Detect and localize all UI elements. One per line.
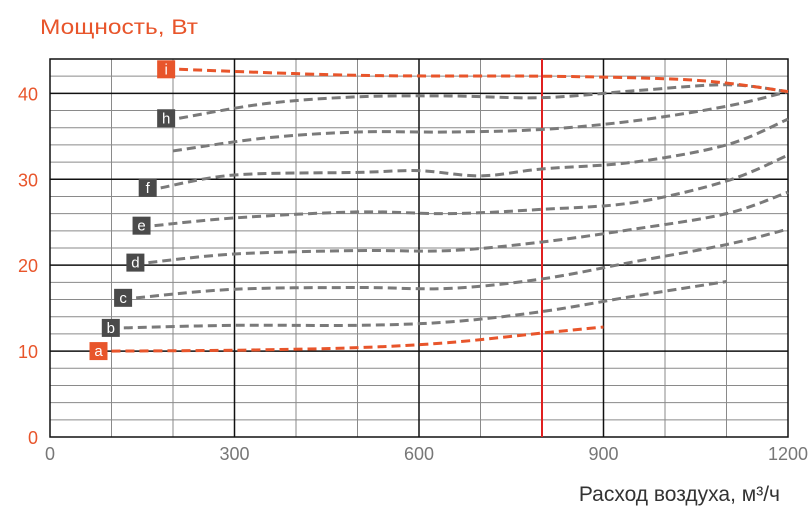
series-label-a: a bbox=[94, 343, 103, 360]
x-tick-label: 900 bbox=[588, 444, 618, 464]
series-label-h: h bbox=[162, 110, 170, 127]
series-label-d: d bbox=[131, 255, 139, 272]
series-label-e: e bbox=[137, 218, 145, 235]
series-label-box-b bbox=[101, 318, 120, 337]
series-label-b: b bbox=[107, 320, 115, 337]
plot-frame bbox=[49, 58, 789, 438]
series-label-box-e bbox=[132, 216, 151, 235]
x-tick-label: 300 bbox=[219, 444, 249, 464]
x-tick-label: 0 bbox=[45, 444, 55, 464]
tick-labels: 0 300 600 900 1200 0 10 20 30 40 bbox=[18, 84, 808, 464]
y-tick-label: 20 bbox=[18, 256, 38, 276]
series-label-f: f bbox=[146, 180, 151, 197]
series-line-g bbox=[172, 90, 789, 153]
chart-title: Мощность, Вт bbox=[40, 16, 198, 39]
series-label-c: c bbox=[119, 290, 127, 307]
series-label-box-d bbox=[126, 253, 145, 272]
y-tick-label: 40 bbox=[18, 84, 38, 104]
series-line-f bbox=[160, 117, 789, 190]
y-tick-label: 0 bbox=[28, 428, 38, 448]
series-line-e bbox=[154, 153, 789, 228]
series-label-i: i bbox=[164, 61, 167, 78]
series-line-d bbox=[148, 190, 789, 265]
x-axis-label: Расход воздуха, м³/ч bbox=[579, 483, 780, 506]
y-tick-label: 30 bbox=[18, 170, 38, 190]
x-tick-label: 1200 bbox=[768, 444, 808, 464]
series-label-box-i bbox=[157, 60, 176, 79]
series-label-box-h bbox=[157, 109, 176, 128]
series-line-b bbox=[123, 280, 727, 330]
series-label-box-a bbox=[89, 342, 108, 361]
x-tick-label: 600 bbox=[404, 444, 434, 464]
series-line-h bbox=[178, 83, 789, 120]
y-tick-label: 10 bbox=[18, 342, 38, 362]
series-labels: abc d e f h i bbox=[89, 60, 176, 361]
series-label-box-c bbox=[114, 288, 133, 307]
series-group bbox=[111, 67, 789, 353]
series-line-i bbox=[179, 67, 789, 94]
series-line-a bbox=[111, 325, 604, 353]
series-line-c bbox=[135, 227, 789, 300]
series-label-box-f bbox=[138, 178, 157, 197]
